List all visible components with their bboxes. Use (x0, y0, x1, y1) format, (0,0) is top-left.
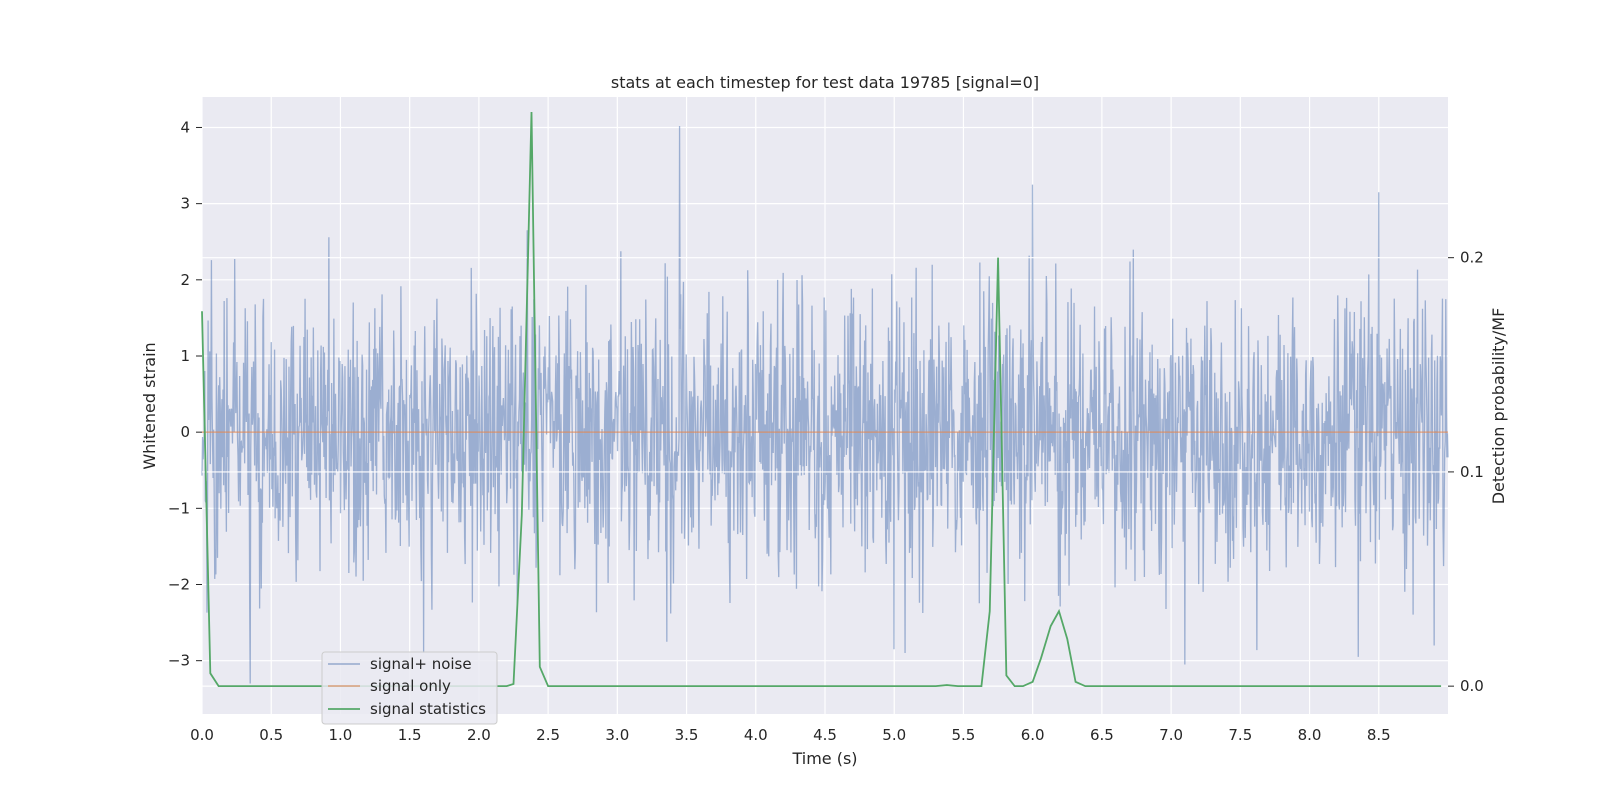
y-axis: −3 −2 −1 0 1 2 3 4 (168, 118, 202, 670)
x-tick-label: 3.0 (605, 726, 629, 744)
chart-title: stats at each timestep for test data 197… (611, 73, 1039, 92)
y2-tick-label: 0.2 (1460, 249, 1484, 267)
series-layer (201, 125, 1449, 684)
x-tick-label: 8.5 (1367, 726, 1391, 744)
legend-label-signal: signal only (370, 677, 451, 695)
y-tick-label: −2 (168, 576, 190, 594)
legend-label-statistics: signal statistics (370, 700, 486, 718)
y-tick-label: −1 (168, 499, 190, 517)
y2-tick-label: 0.0 (1460, 677, 1484, 695)
x-tick-label: 5.0 (882, 726, 906, 744)
y-tick-label: 4 (180, 118, 190, 136)
x-tick-label: 1.0 (329, 726, 353, 744)
secondary-y-axis: 0.0 0.1 0.2 (1448, 249, 1484, 695)
x-tick-label: 5.5 (952, 726, 976, 744)
y-tick-label: 3 (180, 195, 190, 213)
x-tick-label: 0.5 (259, 726, 283, 744)
x-tick-label: 8.0 (1298, 726, 1322, 744)
legend: signal+ noise signal only signal statist… (321, 651, 498, 725)
x-tick-label: 2.5 (536, 726, 560, 744)
y-axis-label: Whitened strain (140, 342, 159, 469)
x-tick-label: 6.5 (1090, 726, 1114, 744)
x-tick-label: 2.0 (467, 726, 491, 744)
x-tick-label: 6.0 (1021, 726, 1045, 744)
y-tick-label: −3 (168, 652, 190, 670)
x-tick-label: 3.5 (675, 726, 699, 744)
series-signal-plus-noise (201, 125, 1449, 684)
y-tick-label: 0 (180, 423, 190, 441)
x-tick-label: 1.5 (398, 726, 422, 744)
y2-tick-label: 0.1 (1460, 463, 1484, 481)
x-tick-label: 7.5 (1228, 726, 1252, 744)
legend-label-noise: signal+ noise (370, 655, 472, 673)
y-tick-label: 1 (180, 347, 190, 365)
x-tick-label: 4.0 (744, 726, 768, 744)
x-tick-label: 0.0 (190, 726, 214, 744)
x-axis-label: Time (s) (791, 749, 857, 768)
secondary-y-axis-label: Detection probability/MF (1489, 308, 1508, 505)
legend-box (321, 651, 498, 725)
x-tick-label: 7.0 (1159, 726, 1183, 744)
y-tick-label: 2 (180, 271, 190, 289)
x-axis: 0.0 0.5 1.0 1.5 2.0 2.5 3.0 3.5 4.0 4.5 5.0 5.5 6.0 6… (190, 726, 1391, 744)
x-tick-label: 4.5 (813, 726, 837, 744)
